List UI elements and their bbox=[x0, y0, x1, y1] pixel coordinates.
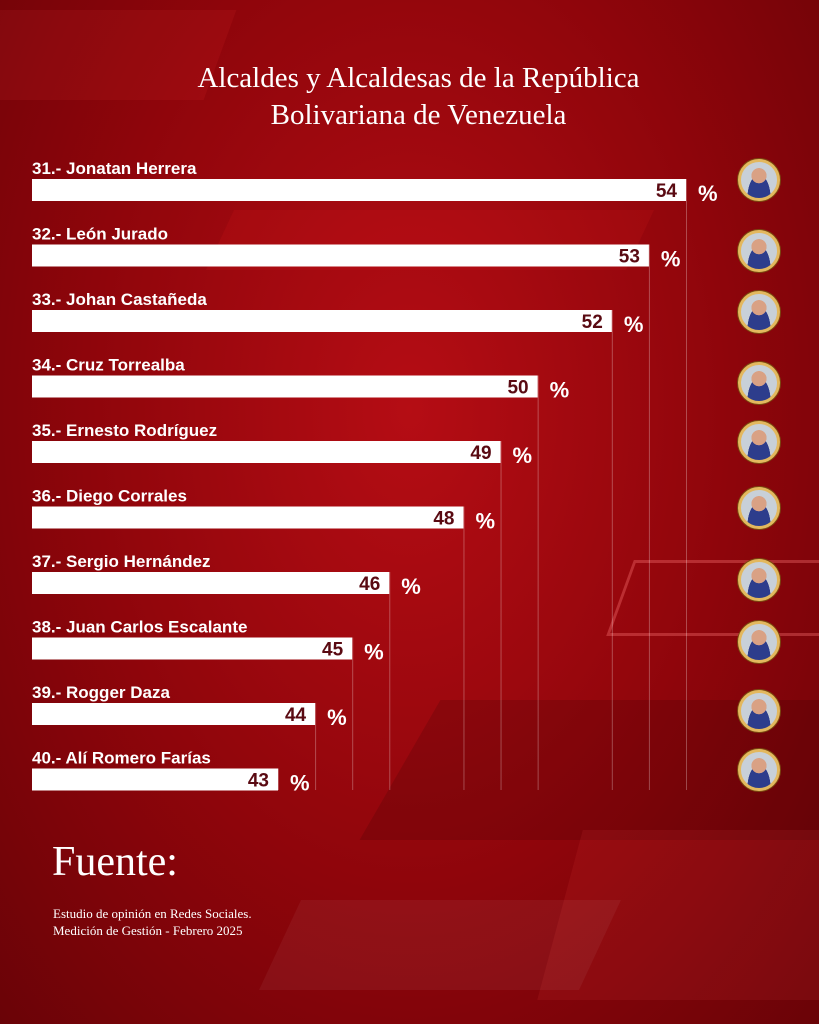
value-label: 49 bbox=[470, 443, 491, 464]
bar-label: 32.- León Jurado bbox=[32, 225, 168, 244]
bar bbox=[32, 375, 538, 398]
bar bbox=[32, 506, 464, 529]
bar-label: 40.- Alí Romero Farías bbox=[32, 749, 211, 768]
source-line-1: Estudio de opinión en Redes Sociales. bbox=[53, 906, 252, 921]
bar-label: 35.- Ernesto Rodríguez bbox=[32, 421, 217, 440]
percent-sign: % bbox=[513, 443, 533, 468]
bar bbox=[32, 703, 316, 725]
avatar bbox=[738, 421, 780, 463]
bar bbox=[32, 179, 686, 201]
value-label: 54 bbox=[656, 181, 678, 202]
bar bbox=[32, 310, 612, 332]
value-label: 53 bbox=[619, 247, 640, 268]
value-label: 52 bbox=[582, 312, 603, 333]
percent-sign: % bbox=[401, 574, 421, 599]
chart-title-line-1: Alcaldes y Alcaldesas de la República bbox=[197, 62, 640, 94]
avatar bbox=[738, 690, 780, 732]
percent-sign: % bbox=[550, 378, 570, 403]
value-label: 45 bbox=[322, 640, 344, 661]
avatar bbox=[738, 230, 780, 272]
avatar bbox=[738, 291, 780, 333]
bar-label: 33.- Johan Castañeda bbox=[32, 290, 207, 309]
bar-label: 38.- Juan Carlos Escalante bbox=[32, 618, 247, 637]
bar bbox=[32, 441, 501, 463]
bar bbox=[32, 637, 353, 660]
avatar bbox=[738, 559, 780, 601]
bar bbox=[32, 768, 278, 791]
percent-sign: % bbox=[364, 640, 384, 665]
value-label: 50 bbox=[507, 378, 528, 399]
bar-label: 37.- Sergio Hernández bbox=[32, 552, 211, 571]
bar-label: 34.- Cruz Torrealba bbox=[32, 356, 185, 375]
percent-sign: % bbox=[290, 771, 310, 796]
bar bbox=[32, 572, 390, 594]
source-line-2: Medición de Gestión - Febrero 2025 bbox=[53, 923, 243, 938]
percent-sign: % bbox=[327, 705, 347, 730]
bar-label: 31.- Jonatan Herrera bbox=[32, 159, 197, 178]
avatar bbox=[738, 159, 780, 201]
value-label: 44 bbox=[285, 705, 307, 726]
value-label: 43 bbox=[248, 771, 269, 792]
avatar bbox=[738, 487, 780, 529]
source-heading: Fuente: bbox=[52, 839, 178, 885]
background-shape bbox=[537, 830, 819, 1000]
bar-chart: 31.- Jonatan Herrera 54 % 32.- León Jurado 5… bbox=[32, 159, 718, 796]
avatar bbox=[738, 749, 780, 791]
value-label: 48 bbox=[433, 509, 454, 530]
avatar bbox=[738, 621, 780, 663]
background-shape bbox=[259, 900, 621, 990]
percent-sign: % bbox=[475, 509, 495, 534]
value-label: 46 bbox=[359, 574, 380, 595]
bar-label: 39.- Rogger Daza bbox=[32, 683, 170, 702]
chart-title-line-2: Bolivariana de Venezuela bbox=[270, 99, 567, 131]
percent-sign: % bbox=[661, 247, 681, 272]
percent-sign: % bbox=[698, 181, 718, 206]
bar bbox=[32, 244, 649, 267]
percent-sign: % bbox=[624, 312, 644, 337]
bar-label: 36.- Diego Corrales bbox=[32, 487, 187, 506]
avatar bbox=[738, 362, 780, 404]
